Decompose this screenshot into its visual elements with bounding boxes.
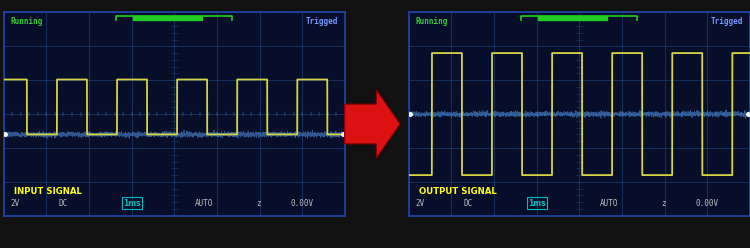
Text: 1ms: 1ms bbox=[528, 199, 546, 208]
Text: Trigged: Trigged bbox=[711, 17, 743, 27]
Text: z: z bbox=[662, 199, 666, 208]
Text: 0.00V: 0.00V bbox=[695, 199, 718, 208]
Text: AUTO: AUTO bbox=[600, 199, 618, 208]
Bar bbox=[134, 16, 202, 20]
Text: Trigged: Trigged bbox=[306, 17, 338, 27]
Text: 0.00V: 0.00V bbox=[290, 199, 314, 208]
FancyArrow shape bbox=[344, 90, 400, 158]
Text: DC: DC bbox=[58, 199, 68, 208]
Text: INPUT SIGNAL: INPUT SIGNAL bbox=[14, 187, 82, 196]
Text: AUTO: AUTO bbox=[195, 199, 213, 208]
Text: OUTPUT SIGNAL: OUTPUT SIGNAL bbox=[419, 187, 497, 196]
Text: 1ms: 1ms bbox=[123, 199, 141, 208]
Text: Running: Running bbox=[10, 17, 43, 27]
Text: DC: DC bbox=[464, 199, 472, 208]
Text: z: z bbox=[256, 199, 261, 208]
Bar bbox=[538, 16, 607, 20]
Text: 2V: 2V bbox=[416, 199, 424, 208]
Text: Running: Running bbox=[416, 17, 448, 27]
Text: 2V: 2V bbox=[10, 199, 20, 208]
